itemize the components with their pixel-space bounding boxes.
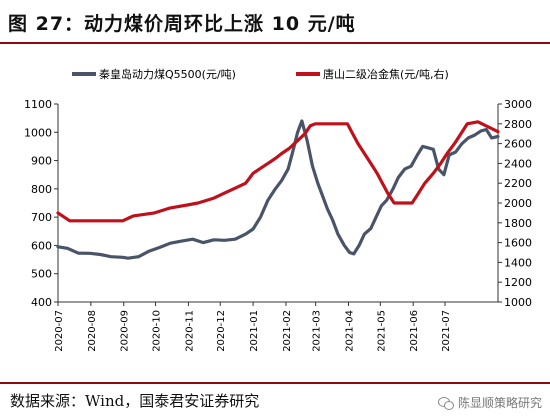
y-right-tick-label: 1800 xyxy=(504,217,532,230)
y-left-tick-label: 500 xyxy=(31,268,52,281)
y-right-tick-label: 2200 xyxy=(504,177,532,190)
title-bar: 图 27：动力煤价周环比上涨 10 元/吨 xyxy=(0,0,550,44)
y-left-tick-label: 600 xyxy=(31,239,52,252)
x-tick-label: 2021-05 xyxy=(376,310,387,352)
x-tick-label: 2020-10 xyxy=(152,310,163,352)
y-right-tick-label: 1400 xyxy=(504,256,532,269)
y-left-tick-label: 1100 xyxy=(24,98,52,111)
x-tick-label: 2020-07 xyxy=(54,310,65,352)
x-tick-label: 2021-07 xyxy=(441,310,452,352)
y-left-tick-label: 1000 xyxy=(24,126,52,139)
y-left-tick-label: 700 xyxy=(31,211,52,224)
series-line-coal xyxy=(56,119,500,260)
x-tick-label: 2021-01 xyxy=(249,310,260,352)
chart-title: 图 27：动力煤价周环比上涨 10 元/吨 xyxy=(8,13,356,35)
chart-area: 秦皇岛动力煤Q5500(元/吨) 唐山二级冶金焦(元/吨,右) 400 500 600 7… xyxy=(24,67,532,352)
y-left-tick-label: 900 xyxy=(31,155,52,168)
source-note: 数据来源：Wind，国泰君安证券研究 xyxy=(10,392,260,410)
legend-label-coal: 秦皇岛动力煤Q5500(元/吨) xyxy=(99,67,236,81)
legend-label-coke: 唐山二级冶金焦(元/吨,右) xyxy=(323,67,449,81)
x-tick-label: 2020-08 xyxy=(87,310,98,352)
x-tick-label: 2020-11 xyxy=(184,310,195,352)
series-line-coke xyxy=(56,120,500,223)
y-right-tick-label: 3000 xyxy=(504,98,532,111)
x-tick-label: 2020-09 xyxy=(120,310,131,352)
y-left-tick-label: 800 xyxy=(31,183,52,196)
watermark: 陈显顺策略研究 xyxy=(437,394,542,411)
x-tick-label: 2021-04 xyxy=(345,310,356,352)
y-right-tick-label: 2800 xyxy=(504,118,532,131)
y-right-tick-label: 2400 xyxy=(504,157,532,170)
source-bar: 数据来源：Wind，国泰君安证券研究 陈显顺策略研究 xyxy=(0,382,550,420)
y-right-tick-label: 1200 xyxy=(504,276,532,289)
y-left-tick-label: 400 xyxy=(31,296,52,309)
x-tick-label: 2021-03 xyxy=(312,310,323,352)
y-right-tick-label: 1000 xyxy=(504,296,532,309)
x-tick-label: 2021-02 xyxy=(282,310,293,352)
x-tick-label: 2020-12 xyxy=(216,310,227,352)
y-right-tick-label: 2000 xyxy=(504,197,532,210)
x-tick-label: 2021-06 xyxy=(409,310,420,352)
watermark-text: 陈显顺策略研究 xyxy=(457,396,542,410)
y-right-tick-label: 1600 xyxy=(504,237,532,250)
y-right-tick-label: 2600 xyxy=(504,138,532,151)
wechat-icon xyxy=(437,396,454,410)
